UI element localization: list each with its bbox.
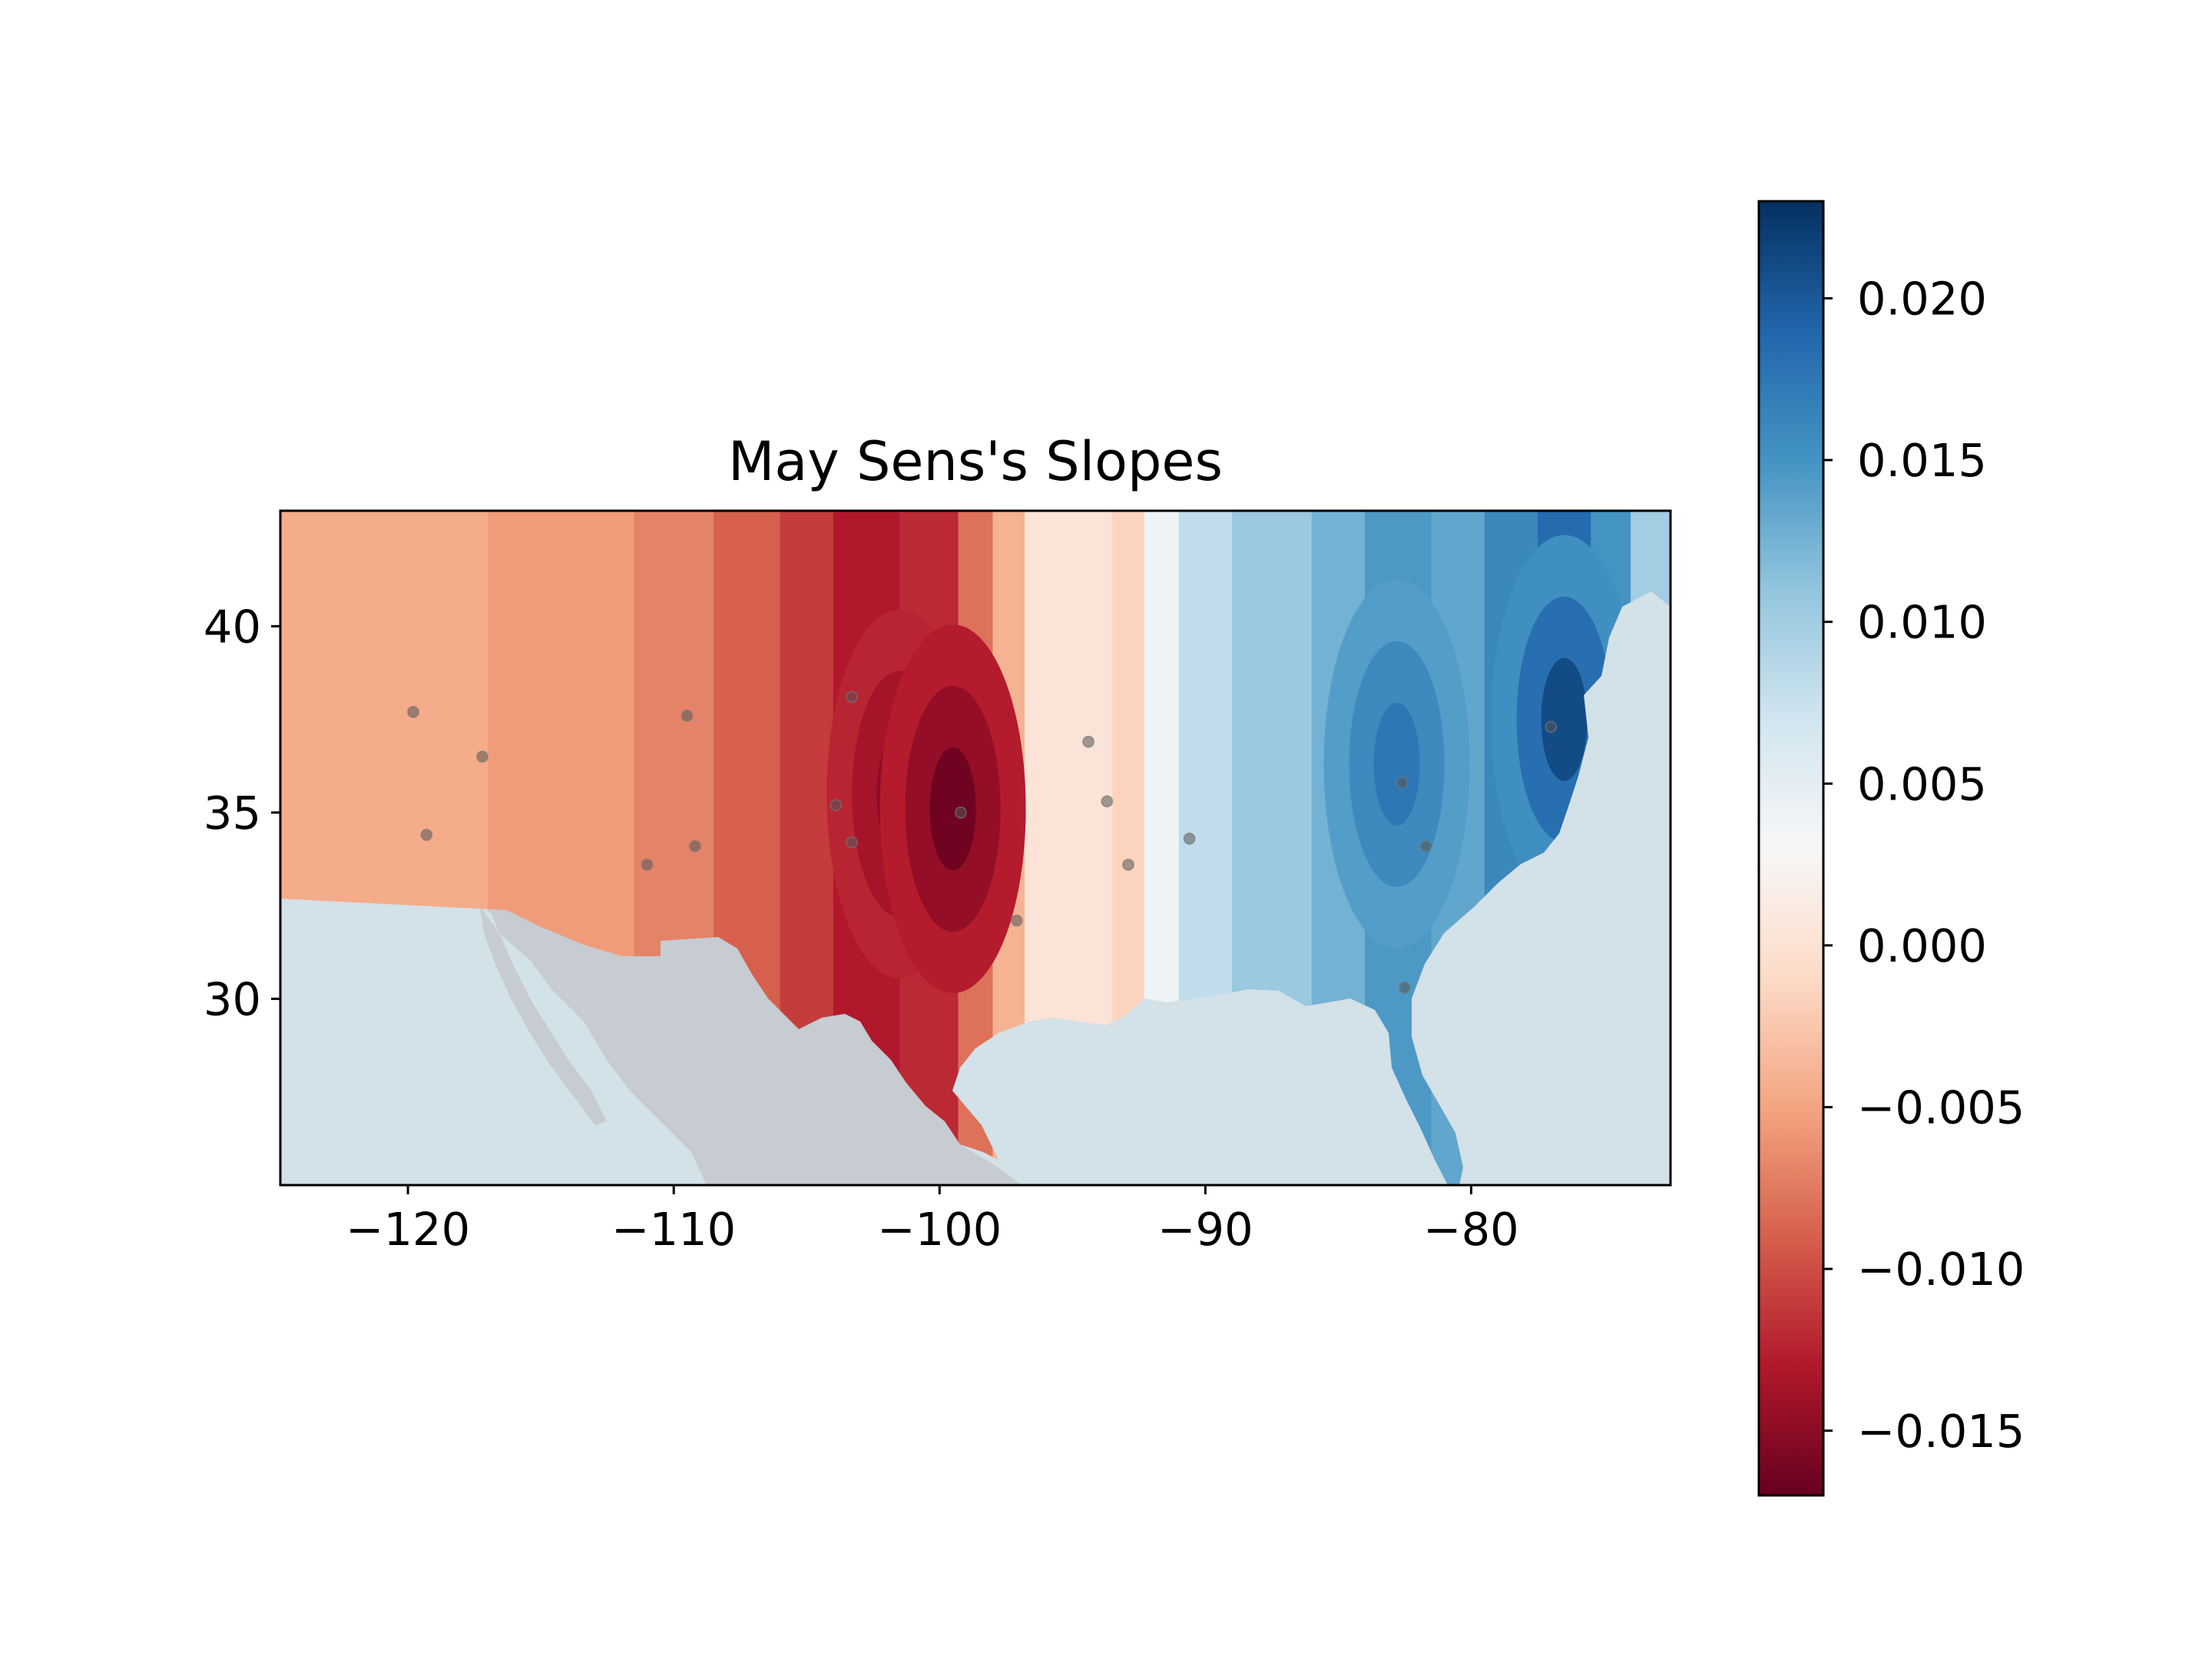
x-tick-label: −90 — [1157, 1203, 1253, 1256]
station-marker — [1101, 795, 1114, 808]
x-tick-label: −100 — [877, 1203, 1002, 1256]
colorbar-ticks: 0.020 0.015 0.010 0.005 0.000 −0.005 −0.010 −0.… — [1823, 272, 2025, 1458]
station-marker — [846, 690, 859, 704]
station-marker — [1183, 832, 1196, 845]
x-tick-label: −110 — [611, 1203, 736, 1256]
colorbar-tick-label: 0.005 — [1857, 757, 1987, 810]
colorbar-tick-label: −0.010 — [1857, 1243, 2025, 1296]
station-marker — [1545, 720, 1558, 733]
colorbar-fill — [1759, 201, 1823, 1495]
baja-peninsula — [480, 906, 607, 1125]
y-tick-label: 35 — [204, 786, 261, 839]
station-marker — [1010, 914, 1023, 927]
station-marker — [1398, 981, 1411, 994]
station-marker — [830, 799, 843, 812]
contour-core — [1373, 702, 1420, 826]
station-marker — [680, 709, 694, 722]
station-marker — [641, 858, 654, 871]
station-marker — [846, 836, 859, 849]
colorbar-tick-label: 0.020 — [1857, 272, 1987, 325]
station-marker — [407, 705, 420, 718]
station-marker — [476, 750, 489, 763]
y-tick-label: 30 — [204, 972, 261, 1025]
station-marker — [1396, 777, 1409, 790]
x-tick-label: −80 — [1423, 1203, 1519, 1256]
station-marker — [954, 806, 967, 819]
colorbar: 0.020 0.015 0.010 0.005 0.000 −0.005 −0.010 −0.… — [1757, 200, 2025, 1497]
map-area — [279, 509, 1672, 1187]
y-tick-label: 40 — [204, 600, 261, 653]
colorbar-tick-label: −0.005 — [1857, 1081, 2025, 1134]
colorbar-frame — [1757, 200, 1825, 1497]
station-marker — [688, 839, 701, 853]
y-axis: 30 35 40 — [204, 600, 280, 1025]
station-marker — [1419, 839, 1432, 853]
contour-core — [929, 747, 976, 871]
axes-frame — [279, 509, 1672, 1187]
colorbar-tick-label: 0.010 — [1857, 596, 1987, 649]
colorbar-tick-label: 0.015 — [1857, 434, 1987, 487]
mexico-landmass — [476, 899, 1022, 1185]
station-marker — [420, 829, 433, 842]
x-tick-label: −120 — [346, 1203, 470, 1256]
station-marker — [1082, 735, 1095, 748]
contour-core — [1541, 657, 1588, 781]
colorbar-tick-label: 0.000 — [1857, 919, 1987, 972]
station-marker — [1121, 858, 1134, 871]
colorbar-tick-label: −0.015 — [1857, 1405, 2025, 1458]
chart-title: May Sens's Slopes — [728, 430, 1223, 493]
station-markers — [407, 690, 1558, 994]
x-axis: −120 −110 −100 −90 −80 — [346, 1185, 1519, 1256]
